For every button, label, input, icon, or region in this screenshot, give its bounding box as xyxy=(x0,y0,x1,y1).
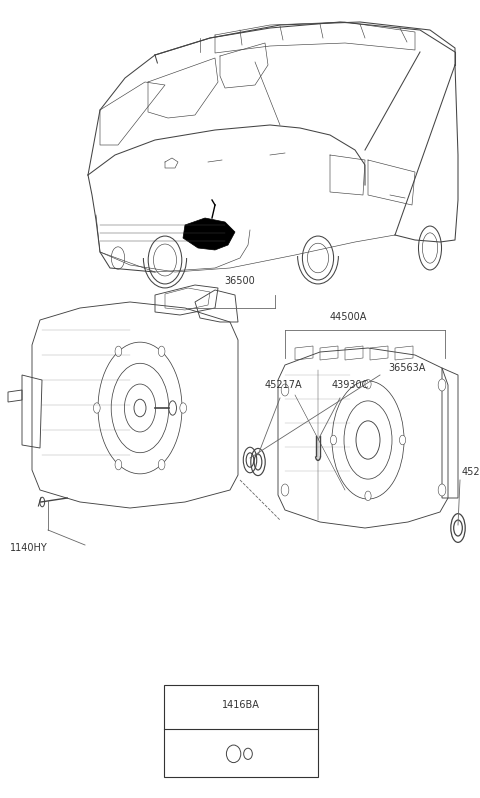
Text: 1416BA: 1416BA xyxy=(222,700,260,710)
Ellipse shape xyxy=(438,484,446,496)
Text: 43930C: 43930C xyxy=(332,380,370,390)
Text: 1140HY: 1140HY xyxy=(10,543,48,553)
Ellipse shape xyxy=(180,403,187,413)
Ellipse shape xyxy=(399,435,406,444)
Ellipse shape xyxy=(169,401,177,415)
Polygon shape xyxy=(183,218,235,250)
Ellipse shape xyxy=(158,346,165,357)
Ellipse shape xyxy=(281,384,289,396)
Ellipse shape xyxy=(158,460,165,470)
Ellipse shape xyxy=(115,460,122,470)
Text: 36563A: 36563A xyxy=(388,363,425,373)
Text: 44500A: 44500A xyxy=(329,312,367,322)
Text: 45245A: 45245A xyxy=(462,467,480,477)
Ellipse shape xyxy=(94,403,100,413)
Ellipse shape xyxy=(356,421,380,459)
Ellipse shape xyxy=(365,491,371,500)
Ellipse shape xyxy=(330,435,336,444)
Ellipse shape xyxy=(281,484,289,496)
Ellipse shape xyxy=(438,379,446,391)
Bar xyxy=(164,685,318,776)
Ellipse shape xyxy=(365,379,371,389)
Text: 36500: 36500 xyxy=(225,276,255,286)
Ellipse shape xyxy=(134,399,146,417)
Ellipse shape xyxy=(115,346,122,357)
Text: 45217A: 45217A xyxy=(265,380,302,390)
